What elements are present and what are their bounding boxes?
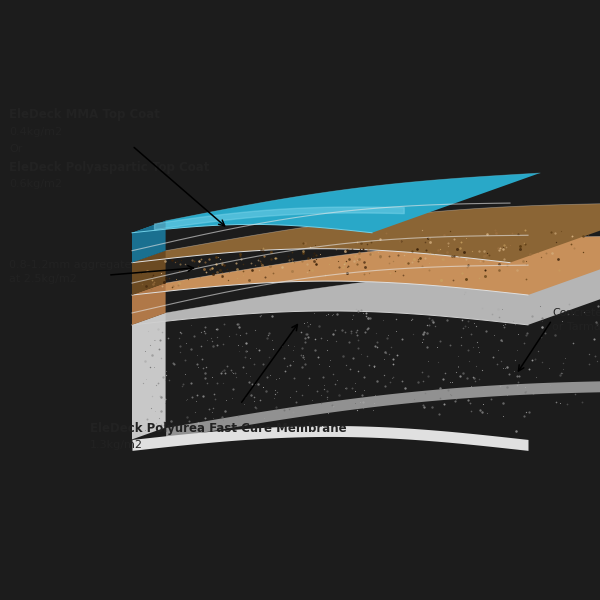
Text: 1.3kg/m2: 1.3kg/m2 — [90, 440, 143, 451]
Polygon shape — [132, 221, 166, 263]
Polygon shape — [132, 173, 540, 233]
Polygon shape — [132, 251, 166, 295]
Text: 0.4kg/m2: 0.4kg/m2 — [9, 127, 62, 137]
Text: EleDeck Polyaspartic Top Coat: EleDeck Polyaspartic Top Coat — [9, 161, 209, 173]
Text: Concrete
or Tarmac: Concrete or Tarmac — [552, 308, 600, 332]
Polygon shape — [132, 235, 600, 295]
Polygon shape — [132, 283, 166, 325]
Text: EleDeck MMA Top Coat: EleDeck MMA Top Coat — [9, 108, 160, 121]
Text: 0.8-1.2mm aggregate
at 2.5kg/m2: 0.8-1.2mm aggregate at 2.5kg/m2 — [9, 260, 131, 284]
Text: Or: Or — [9, 144, 22, 154]
Text: 0.6kg/m2: 0.6kg/m2 — [9, 179, 62, 189]
Text: EleDeck Polyurea Fast Cure Membrane: EleDeck Polyurea Fast Cure Membrane — [90, 422, 347, 435]
Polygon shape — [132, 313, 166, 439]
Polygon shape — [132, 265, 600, 325]
Polygon shape — [132, 203, 600, 263]
